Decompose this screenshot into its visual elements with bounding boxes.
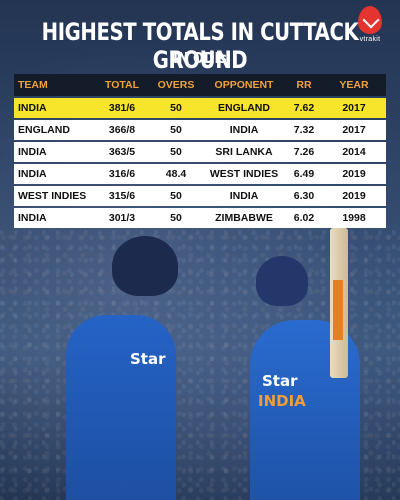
cell-overs: 50 bbox=[170, 102, 182, 114]
vtrakit-icon bbox=[358, 6, 382, 34]
cell-rr: 7.32 bbox=[293, 124, 315, 136]
cell-year: 1998 bbox=[342, 212, 366, 224]
cell-rr: 6.30 bbox=[293, 190, 315, 202]
header-total: TOTAL bbox=[104, 79, 140, 91]
player-left bbox=[66, 315, 176, 500]
cell-overs: 50 bbox=[170, 190, 182, 202]
cell-total: 366/8 bbox=[108, 124, 136, 136]
cell-year: 2017 bbox=[342, 102, 366, 114]
cell-opponent: ZIMBABWE bbox=[215, 212, 273, 224]
jersey-sponsor-right: Star bbox=[262, 372, 298, 390]
bat-grip bbox=[333, 280, 343, 340]
cell-total: 315/6 bbox=[108, 190, 136, 202]
cell-overs: 50 bbox=[170, 124, 182, 136]
cell-rr: 7.26 bbox=[293, 146, 315, 158]
cell-team: INDIA bbox=[18, 146, 47, 158]
page-subtitle: IN ODIs bbox=[173, 49, 227, 67]
cell-year: 2017 bbox=[342, 124, 366, 136]
brand-logo: vtrakit bbox=[348, 6, 392, 43]
cell-opponent: ENGLAND bbox=[218, 102, 270, 114]
cell-team: INDIA bbox=[18, 168, 47, 180]
cell-team: WEST INDIES bbox=[18, 190, 87, 202]
table-row: WEST INDIES 315/6 50 INDIA 6.30 2019 bbox=[14, 186, 386, 206]
table-row: INDIA 363/5 50 SRI LANKA 7.26 2014 bbox=[14, 142, 386, 162]
table-row: INDIA 301/3 50 ZIMBABWE 6.02 1998 bbox=[14, 208, 386, 228]
header-year: YEAR bbox=[339, 79, 369, 91]
cell-year: 2014 bbox=[342, 146, 366, 158]
table-row: INDIA 316/6 48.4 WEST INDIES 6.49 2019 bbox=[14, 164, 386, 184]
player-right-helmet bbox=[256, 256, 308, 306]
cell-year: 2019 bbox=[342, 168, 366, 180]
cell-team: INDIA bbox=[18, 102, 47, 114]
cell-rr: 6.49 bbox=[293, 168, 315, 180]
jersey-country-right: INDIA bbox=[258, 392, 306, 410]
player-left-helmet bbox=[112, 236, 178, 296]
cell-overs: 48.4 bbox=[165, 168, 187, 180]
cell-opponent: INDIA bbox=[229, 124, 259, 136]
cell-opponent: INDIA bbox=[229, 190, 259, 202]
cell-rr: 7.62 bbox=[293, 102, 315, 114]
cell-total: 381/6 bbox=[108, 102, 136, 114]
header-rr: RR bbox=[296, 79, 312, 91]
cell-year: 2019 bbox=[342, 190, 366, 202]
header-overs: OVERS bbox=[157, 79, 195, 91]
cell-total: 363/5 bbox=[108, 146, 136, 158]
cell-overs: 50 bbox=[170, 212, 182, 224]
cell-opponent: SRI LANKA bbox=[215, 146, 273, 158]
cell-rr: 6.02 bbox=[293, 212, 315, 224]
brand-name: vtrakit bbox=[359, 36, 381, 43]
page-title: HIGHEST TOTALS IN CUTTACK GROUND bbox=[41, 18, 359, 74]
header-team: TEAM bbox=[18, 79, 48, 91]
header-opponent: OPPONENT bbox=[214, 79, 274, 91]
cell-team: INDIA bbox=[18, 212, 47, 224]
jersey-sponsor-left: Star bbox=[130, 350, 166, 368]
cell-team: ENGLAND bbox=[18, 124, 70, 136]
table-row: INDIA 381/6 50 ENGLAND 7.62 2017 bbox=[14, 98, 386, 118]
cell-total: 316/6 bbox=[108, 168, 136, 180]
cell-opponent: WEST INDIES bbox=[209, 168, 279, 180]
table-header: TEAM TOTAL OVERS OPPONENT RR YEAR bbox=[14, 74, 386, 96]
cell-total: 301/3 bbox=[108, 212, 136, 224]
cell-overs: 50 bbox=[170, 146, 182, 158]
stats-table: TEAM TOTAL OVERS OPPONENT RR YEAR INDIA … bbox=[14, 74, 386, 230]
table-row: ENGLAND 366/8 50 INDIA 7.32 2017 bbox=[14, 120, 386, 140]
